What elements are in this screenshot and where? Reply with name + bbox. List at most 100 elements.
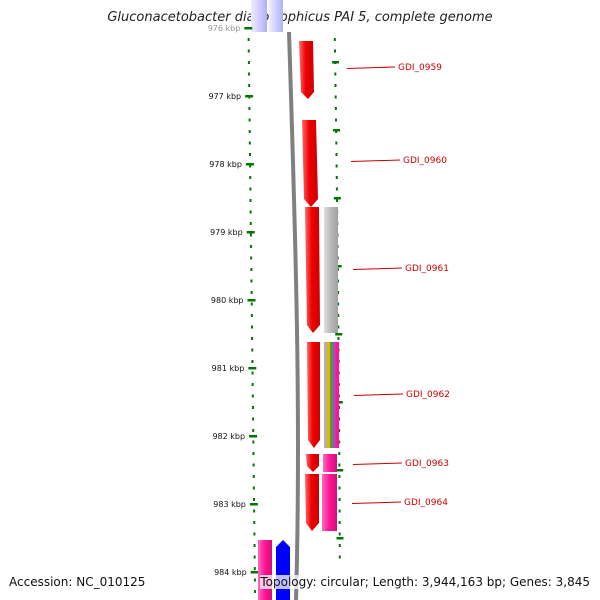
blue-feature-arrow[interactable] bbox=[276, 540, 290, 600]
tick-dot bbox=[337, 314, 340, 317]
tick-dot bbox=[252, 463, 255, 467]
tick-dot bbox=[252, 429, 255, 432]
ruler-tick-label: 976 kbp bbox=[208, 24, 241, 33]
tick-dot bbox=[248, 72, 251, 76]
ruler-tick bbox=[331, 61, 339, 64]
tick-dot bbox=[334, 107, 337, 110]
gene-label[interactable]: GDI_0959 bbox=[398, 63, 442, 73]
tick-dot bbox=[253, 567, 256, 570]
tick-dot bbox=[334, 95, 337, 99]
gene-label[interactable]: GDI_0961 bbox=[405, 264, 449, 274]
tick-dot bbox=[252, 417, 255, 421]
ruler-tick bbox=[335, 401, 343, 404]
ruler-tick-label: 984 kbp bbox=[214, 568, 247, 577]
tick-dot bbox=[247, 61, 250, 64]
tick-dot bbox=[251, 337, 254, 340]
ruler-tick bbox=[248, 367, 257, 370]
cds-arrow[interactable] bbox=[305, 474, 319, 531]
cds-arrow[interactable] bbox=[299, 41, 314, 99]
gene-label[interactable]: GDI_0962 bbox=[406, 390, 450, 400]
tick-dot bbox=[253, 532, 256, 536]
tick-dot bbox=[250, 325, 253, 329]
tick-dot bbox=[334, 72, 337, 76]
tick-dot bbox=[248, 107, 251, 110]
tick-dot bbox=[248, 84, 251, 87]
tick-dot bbox=[250, 314, 253, 317]
label-leader-line bbox=[353, 393, 404, 396]
tick-dot bbox=[338, 544, 341, 547]
cds-arrow[interactable] bbox=[305, 207, 320, 333]
tick-dot bbox=[249, 210, 252, 214]
ruler-tick bbox=[247, 299, 256, 302]
tick-dot bbox=[249, 222, 252, 225]
label-leader-line bbox=[346, 66, 396, 69]
tick-dot bbox=[338, 406, 341, 409]
gene-label[interactable]: GDI_0963 bbox=[405, 459, 449, 469]
tick-dot bbox=[338, 509, 341, 513]
tick-dot bbox=[337, 302, 340, 306]
tick-dot bbox=[337, 325, 340, 329]
tick-dot bbox=[335, 187, 338, 191]
tick-dot bbox=[251, 394, 254, 398]
magenta-feature[interactable] bbox=[322, 474, 337, 531]
tick-dot bbox=[337, 291, 340, 294]
ruler-tick-label: 980 kbp bbox=[211, 296, 244, 305]
pale-blue-feature[interactable] bbox=[269, 0, 283, 32]
tick-dot bbox=[251, 383, 254, 386]
tick-dot bbox=[251, 348, 254, 352]
tick-dot bbox=[253, 578, 256, 582]
tick-dot bbox=[338, 521, 341, 524]
tick-dot bbox=[249, 233, 252, 237]
tick-dot bbox=[338, 532, 341, 536]
ruler-tick bbox=[334, 265, 342, 268]
tick-dot bbox=[252, 440, 255, 444]
cds-arrow[interactable] bbox=[307, 342, 320, 448]
ruler-tick-label: 977 kbp bbox=[209, 92, 242, 101]
grey-feature[interactable] bbox=[324, 207, 338, 333]
cds-arrow[interactable] bbox=[302, 120, 318, 207]
label-leader-line bbox=[350, 159, 401, 162]
tick-dot bbox=[250, 268, 253, 271]
tick-dot bbox=[250, 291, 253, 294]
ruler-tick bbox=[336, 469, 344, 472]
tick-dot bbox=[251, 360, 254, 363]
tick-dot bbox=[338, 452, 341, 455]
map-title: Gluconacetobacter diazotrophicus PAI 5, … bbox=[107, 10, 493, 25]
tick-dot bbox=[338, 498, 341, 501]
tick-dot bbox=[253, 555, 256, 559]
tick-dot bbox=[337, 337, 340, 340]
label-leader-line bbox=[352, 462, 403, 465]
tick-dot bbox=[249, 164, 252, 168]
tick-dot bbox=[247, 38, 250, 41]
ruler-tick bbox=[245, 163, 254, 166]
tick-dot bbox=[335, 164, 338, 168]
tick-dot bbox=[253, 498, 256, 501]
tick-dot bbox=[249, 176, 252, 179]
multicolor-feature[interactable] bbox=[324, 342, 339, 448]
ruler-tick-label: 982 kbp bbox=[212, 432, 245, 441]
tick-dot bbox=[335, 141, 338, 145]
magenta-feature[interactable] bbox=[258, 540, 272, 600]
pale-blue-feature[interactable] bbox=[251, 0, 267, 32]
tick-dot bbox=[338, 555, 341, 559]
tick-dot bbox=[248, 153, 251, 156]
accession-text: Accession: NC_010125 bbox=[9, 575, 146, 589]
magenta-feature[interactable] bbox=[323, 454, 337, 472]
tick-dot bbox=[250, 302, 253, 306]
gene-label[interactable]: GDI_0960 bbox=[403, 156, 447, 166]
tick-dot bbox=[253, 544, 256, 547]
tick-dot bbox=[251, 371, 254, 375]
tick-dot bbox=[250, 245, 253, 248]
tick-dot bbox=[338, 475, 341, 478]
tick-dot bbox=[338, 417, 341, 421]
tick-dot bbox=[334, 84, 337, 87]
tick-dot bbox=[249, 187, 252, 191]
cds-arrow[interactable] bbox=[306, 454, 319, 472]
ruler-tick-label: 978 kbp bbox=[209, 160, 242, 169]
gene-label[interactable]: GDI_0964 bbox=[404, 498, 448, 508]
ruler-tick-label: 983 kbp bbox=[213, 500, 246, 509]
tick-dot bbox=[248, 141, 251, 145]
tick-dot bbox=[248, 130, 251, 133]
tick-dot bbox=[335, 153, 338, 156]
